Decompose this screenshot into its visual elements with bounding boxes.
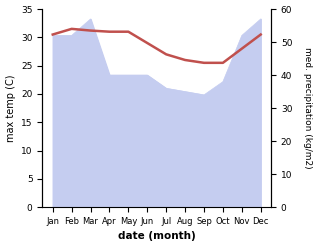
X-axis label: date (month): date (month) bbox=[118, 231, 196, 242]
Y-axis label: med. precipitation (kg/m2): med. precipitation (kg/m2) bbox=[303, 47, 313, 169]
Y-axis label: max temp (C): max temp (C) bbox=[5, 74, 16, 142]
